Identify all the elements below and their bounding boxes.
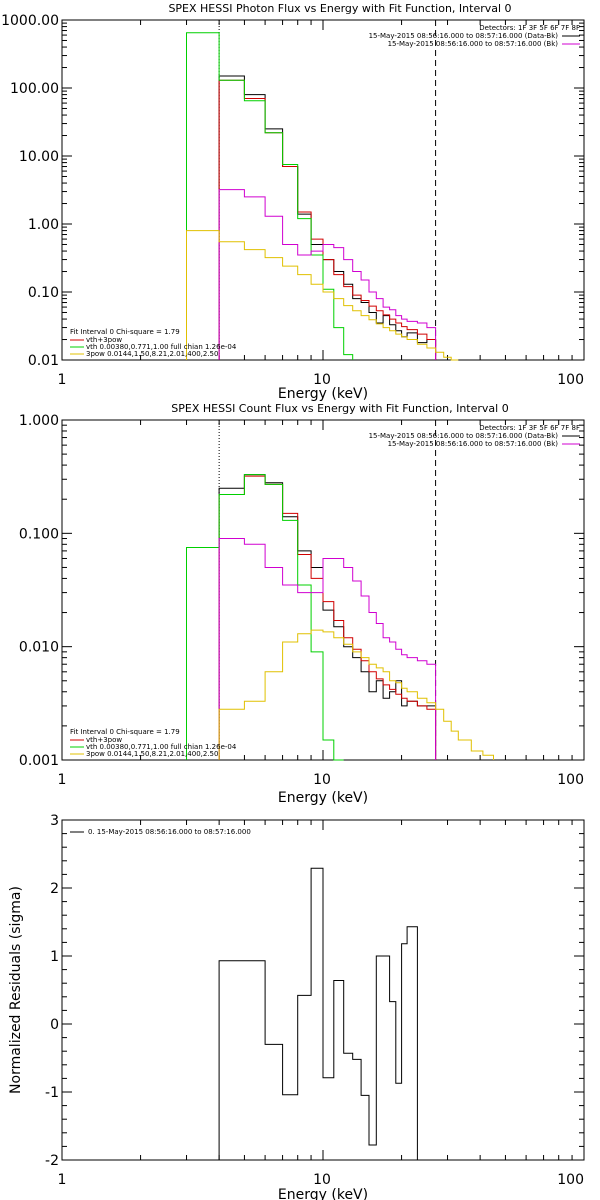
legend-entry-label: vth 0.00380,0.771,1.00 full chian 1.26e-… [86,743,237,751]
legend-entry-label: 15-May-2015 08:56:16.000 to 08:57:16.000… [369,432,559,440]
legend-entry-label: 15-May-2015 08:56:16.000 to 08:57:16.000… [369,32,559,40]
data-series [186,32,459,361]
legend-entry-label: vth+3pow [86,336,122,344]
legend-entry-label: 3pow 0.0144,1.50,8.21,2.01,400,2.50 [86,750,218,758]
series-line [218,538,437,760]
x-tick-label: 1 [58,772,67,788]
y-tick-label: 0.01 [28,353,59,369]
reference-lines [218,420,437,760]
legend-top-right: Detectors: 1F 3F 5F 6F 7F 8F 15-May-2015… [369,424,580,448]
x-axis-label: Energy (keV) [278,1187,368,1200]
y-tick-label: 0.010 [19,640,59,656]
legend-entry-label: 15-May-2015 08:56:16.000 to 08:57:16.000… [388,440,559,448]
y-tick-label: 10.00 [19,149,59,165]
series-line [218,79,437,360]
y-tick-label: 2 [50,881,59,897]
series-line [218,867,418,1160]
legend-header: Detectors: 1F 3F 5F 6F 7F 8F [479,24,580,32]
y-tick-labels: 1.000 0.100 0.010 0.001 [19,413,59,769]
legend-header: Fit Interval 0 Chi-square = 1.79 [70,328,180,336]
series-line [218,629,494,760]
y-tick-label: 1.00 [28,217,59,233]
panel-title: SPEX HESSI Count Flux vs Energy with Fit… [171,402,508,415]
legend-entry-label: vth 0.00380,0.771,1.00 full chian 1.26e-… [86,343,237,351]
x-tick-label: 10 [313,372,331,388]
legend-bottom-left: Fit Interval 0 Chi-square = 1.79 vth+3po… [70,328,237,358]
legend-entry-label: 3pow 0.0144,1.50,8.21,2.01,400,2.50 [86,350,218,358]
y-tick-label: 1 [50,949,59,965]
x-tick-label: 1 [58,372,67,388]
data-series [186,474,494,761]
y-tick-labels: 1000.00 100.00 10.00 1.00 0.10 0.01 [1,13,59,369]
legend-header: Detectors: 1F 3F 5F 6F 7F 8F [479,424,580,432]
series-line [186,474,344,761]
reference-lines [218,20,437,360]
legend-top-right: Detectors: 1F 3F 5F 6F 7F 8F 15-May-2015… [369,24,580,48]
x-tick-labels: 1 10 100 [58,772,584,788]
legend-header: Fit Interval 0 Chi-square = 1.79 [70,728,180,736]
y-tick-label: 0.10 [28,285,59,301]
y-tick-label: 1000.00 [1,13,59,29]
x-axis-label: Energy (keV) [278,790,368,806]
x-tick-label: 1 [58,1172,67,1188]
x-tick-label: 100 [557,372,584,388]
legend-entry-label: 15-May-2015 08:56:16.000 to 08:57:16.000… [388,40,559,48]
x-tick-labels: 1 10 100 [58,1172,584,1188]
x-tick-label: 100 [557,1172,584,1188]
y-tick-label: 0 [50,1017,59,1033]
y-tick-label: 3 [50,813,59,829]
legend-entry-label: vth+3pow [86,736,122,744]
x-tick-label: 100 [557,772,584,788]
series-line [218,189,437,360]
y-tick-label: 100.00 [10,81,59,97]
axis-ticks [61,420,584,761]
residuals-panel: 1 10 100 Energy (keV) Normalized Residua… [8,813,585,1200]
x-tick-label: 10 [313,1172,331,1188]
legend-entry-label: 0. 15-May-2015 08:56:16.000 to 08:57:16.… [88,828,251,836]
legend-bottom-left: Fit Interval 0 Chi-square = 1.79 vth+3po… [70,728,237,758]
legend-top-left: 0. 15-May-2015 08:56:16.000 to 08:57:16.… [70,828,251,836]
photon-flux-panel: SPEX HESSI Photon Flux vs Energy with Fi… [1,2,585,402]
count-flux-panel: SPEX HESSI Count Flux vs Energy with Fit… [19,402,585,806]
y-tick-label: -1 [45,1085,59,1101]
axis-ticks [61,819,584,1161]
y-tick-label: 0.100 [19,526,59,542]
series-line [218,474,437,760]
series-line [186,32,354,360]
series-line [218,75,437,360]
x-tick-label: 10 [313,772,331,788]
y-tick-label: 0.001 [19,753,59,769]
series-line [218,475,437,760]
y-tick-label: 1.000 [19,413,59,429]
x-tick-labels: 1 10 100 [58,372,584,388]
y-tick-label: -2 [45,1153,59,1169]
axis-ticks [61,20,584,361]
series-line [186,230,459,361]
y-axis-label: Normalized Residuals (sigma) [8,886,24,1094]
data-series [218,867,418,1160]
plot-frame [61,19,585,361]
x-axis-label: Energy (keV) [278,386,368,402]
panel-title: SPEX HESSI Photon Flux vs Energy with Fi… [168,2,511,15]
y-tick-labels: 3 2 1 0 -1 -2 [45,813,59,1169]
